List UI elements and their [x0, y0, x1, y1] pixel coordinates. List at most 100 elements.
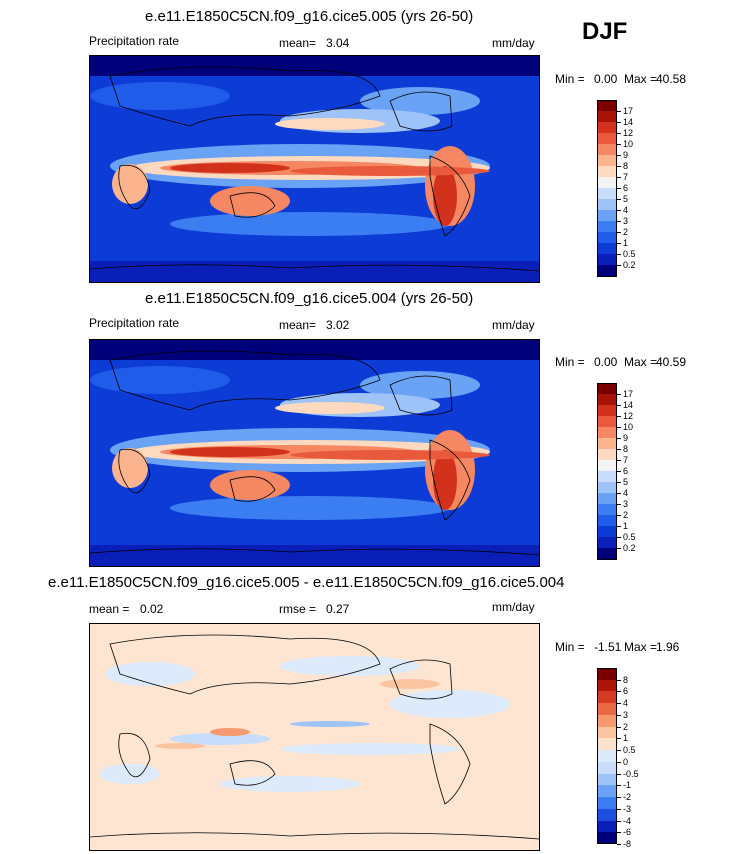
colorbar-tick-label: 2 [623, 510, 629, 520]
colorbar-tick-label: -4 [623, 815, 632, 826]
colorbar-tick [617, 405, 621, 406]
colorbar-cell [597, 750, 617, 763]
colorbar-cell [597, 254, 617, 266]
panel1-min-value: 0.00 [594, 72, 618, 86]
colorbar-tick-label: 3 [623, 709, 629, 720]
colorbar-tick [617, 773, 621, 775]
colorbar-tick-label: -1 [623, 780, 632, 791]
colorbar-tick [617, 111, 621, 112]
panel2-variable-label: Precipitation rate [89, 316, 180, 330]
colorbar-tick-label: 8 [623, 444, 629, 454]
colorbar-tick-label: 6 [623, 466, 629, 476]
colorbar-tick-label: 7 [623, 455, 629, 465]
colorbar-tick-label: 0 [623, 756, 629, 767]
colorbar-tick-label: 8 [623, 161, 629, 171]
colorbar-tick [617, 427, 621, 428]
colorbar-tick [617, 493, 621, 494]
panel2-max-label: Max = [624, 355, 658, 369]
colorbar-tick [617, 820, 621, 822]
colorbar-tick-label: -8 [623, 839, 632, 849]
colorbar-tick-label: 6 [623, 183, 629, 193]
colorbar-tick [617, 243, 621, 244]
colorbar-cell [597, 537, 617, 549]
colorbar-tick [617, 526, 621, 527]
colorbar-tick-label: 0.2 [623, 543, 636, 553]
colorbar-tick [617, 548, 621, 549]
panel1-max-label: Max = [624, 72, 658, 86]
colorbar-tick [617, 199, 621, 200]
colorbar-tick-label: 17 [623, 106, 634, 116]
panel2-title: e.e11.E1850C5CN.f09_g16.cice5.004 (yrs 2… [145, 290, 474, 307]
panel2-min-value: 0.00 [594, 355, 618, 369]
colorbar-tick-label: 4 [623, 488, 629, 498]
colorbar-tick [617, 761, 621, 763]
colorbar-cell [597, 738, 617, 751]
panel3-units: mm/day [492, 600, 535, 614]
colorbar-cell [597, 416, 617, 428]
colorbar-tick [617, 797, 621, 799]
colorbar-tick-label: 1 [623, 521, 629, 531]
colorbar-tick-label: 5 [623, 194, 629, 204]
colorbar-tick [617, 122, 621, 123]
colorbar-cell [597, 785, 617, 798]
colorbar-cell [597, 188, 617, 200]
colorbar-cell [597, 177, 617, 189]
panel1-max-value: 40.58 [656, 72, 687, 86]
colorbar-tick-label: 3 [623, 216, 629, 226]
colorbar-tick [617, 537, 621, 538]
colorbar-cell [597, 703, 617, 716]
colorbar-cell [597, 773, 617, 786]
colorbar-tick [617, 691, 621, 693]
colorbar-cell [597, 668, 617, 681]
panel2-min-label: Min = [555, 355, 585, 369]
colorbar-tick-label: 0.5 [623, 249, 636, 259]
colorbar-tick-label: -2 [623, 792, 632, 803]
colorbar-cell [597, 405, 617, 417]
colorbar-tick [617, 832, 621, 834]
colorbar-tick-label: 10 [623, 139, 634, 149]
colorbar-tick-label: 14 [623, 400, 634, 410]
colorbar-cell [597, 166, 617, 178]
colorbar-cell [597, 714, 617, 728]
colorbar-cell [597, 133, 617, 145]
colorbar-cell [597, 726, 617, 739]
colorbar-cell [597, 243, 617, 255]
colorbar-tick [617, 133, 621, 134]
colorbar-tick-label: 6 [623, 686, 629, 697]
colorbar-cell [597, 144, 617, 156]
colorbar-cell [597, 449, 617, 461]
colorbar-tick [617, 738, 621, 740]
panel1-mean-value: 3.04 [326, 36, 350, 50]
colorbar-cell [597, 111, 617, 123]
colorbar-cell [597, 832, 617, 845]
colorbar-cell [597, 210, 617, 222]
panel3-max-value: 1.96 [656, 640, 680, 654]
colorbar-tick-label: 1 [623, 733, 629, 744]
colorbar-tick [617, 504, 621, 505]
colorbar-tick-label: 10 [623, 422, 634, 432]
panel1-map [89, 55, 540, 283]
panel3-rmse-label: rmse = [279, 602, 317, 616]
panel2-max-value: 40.59 [656, 355, 687, 369]
colorbar-tick [617, 254, 621, 255]
colorbar-tick-label: -3 [623, 803, 632, 814]
colorbar-cell [597, 438, 617, 450]
colorbar-cell [597, 679, 617, 692]
colorbar-cell [597, 221, 617, 233]
season-label: DJF [582, 18, 628, 45]
panel3-rmse-value: 0.27 [326, 602, 350, 616]
colorbar-tick [617, 750, 621, 752]
colorbar-cell [597, 394, 617, 406]
colorbar-tick-label: 14 [623, 117, 634, 127]
colorbar-tick [617, 714, 621, 716]
colorbar-tick [617, 808, 621, 810]
colorbar-tick-label: 2 [623, 721, 629, 732]
colorbar-tick-label: 9 [623, 150, 629, 160]
colorbar-tick-label: 1 [623, 238, 629, 248]
panel3-min-value: -1.51 [594, 640, 622, 654]
colorbar-cell [597, 122, 617, 134]
panel3-mean-label: mean = [89, 602, 130, 616]
colorbar-tick [617, 155, 621, 156]
colorbar-tick-label: 7 [623, 172, 629, 182]
colorbar-tick [617, 416, 621, 417]
